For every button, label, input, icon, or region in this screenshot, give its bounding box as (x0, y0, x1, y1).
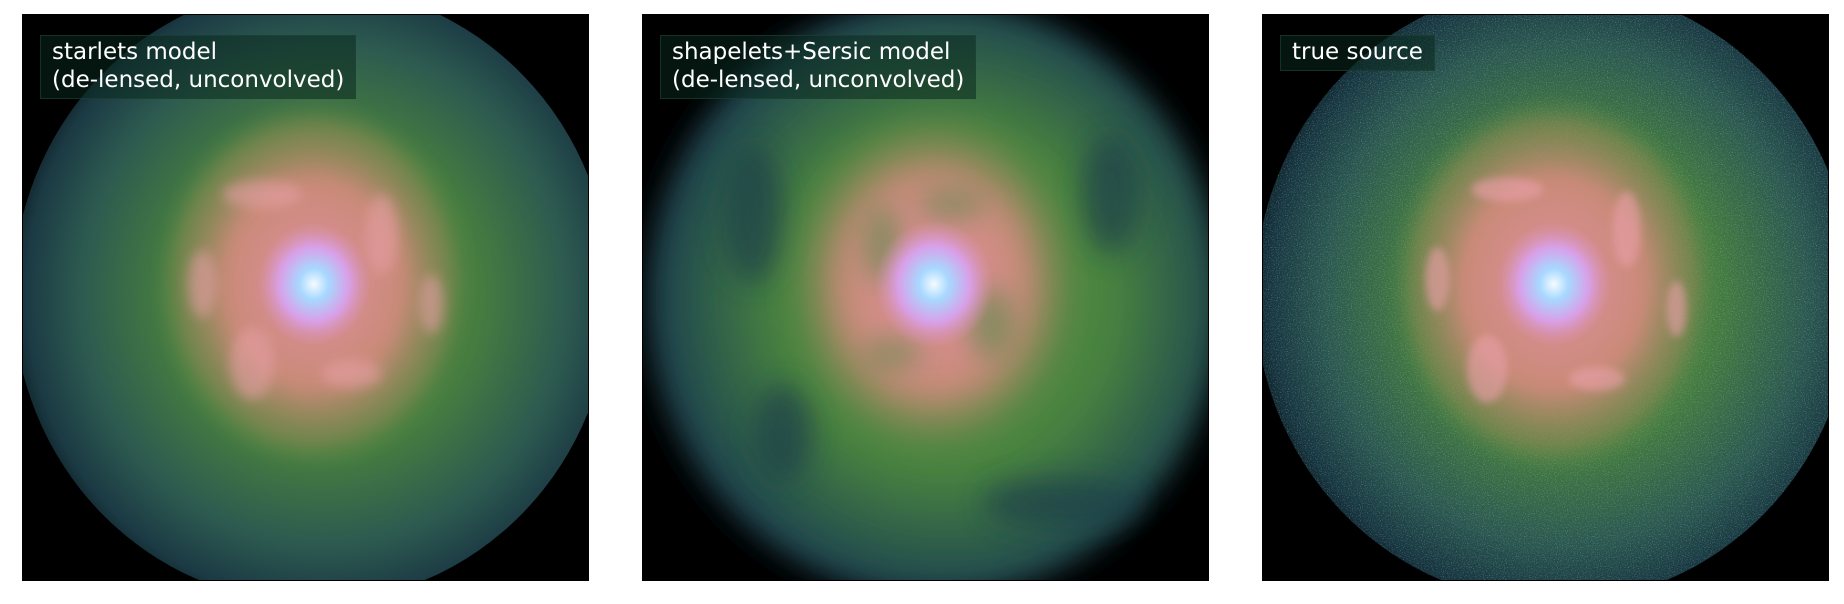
starlets-model-image (23, 15, 588, 580)
true-source-panel: true source (1262, 14, 1829, 581)
shapelets-sersic-model-label: shapelets+Sersic model (de-lensed, uncon… (660, 35, 977, 99)
starlets-model-label: starlets model (de-lensed, unconvolved) (40, 35, 357, 99)
true-source-label: true source (1280, 35, 1435, 71)
true-source-label-line1: true source (1292, 39, 1423, 65)
shapelets-label-line1: shapelets+Sersic model (672, 39, 951, 65)
starlets-model-panel: starlets model (de-lensed, unconvolved) (22, 14, 589, 581)
shapelets-sersic-model-image (643, 15, 1208, 580)
starlets-label-line1: starlets model (52, 39, 218, 65)
shapelets-sersic-model-panel: shapelets+Sersic model (de-lensed, uncon… (642, 14, 1209, 581)
starlets-label-line2: (de-lensed, unconvolved) (52, 67, 345, 93)
true-source-image (1263, 15, 1828, 580)
shapelets-label-line2: (de-lensed, unconvolved) (672, 67, 965, 93)
